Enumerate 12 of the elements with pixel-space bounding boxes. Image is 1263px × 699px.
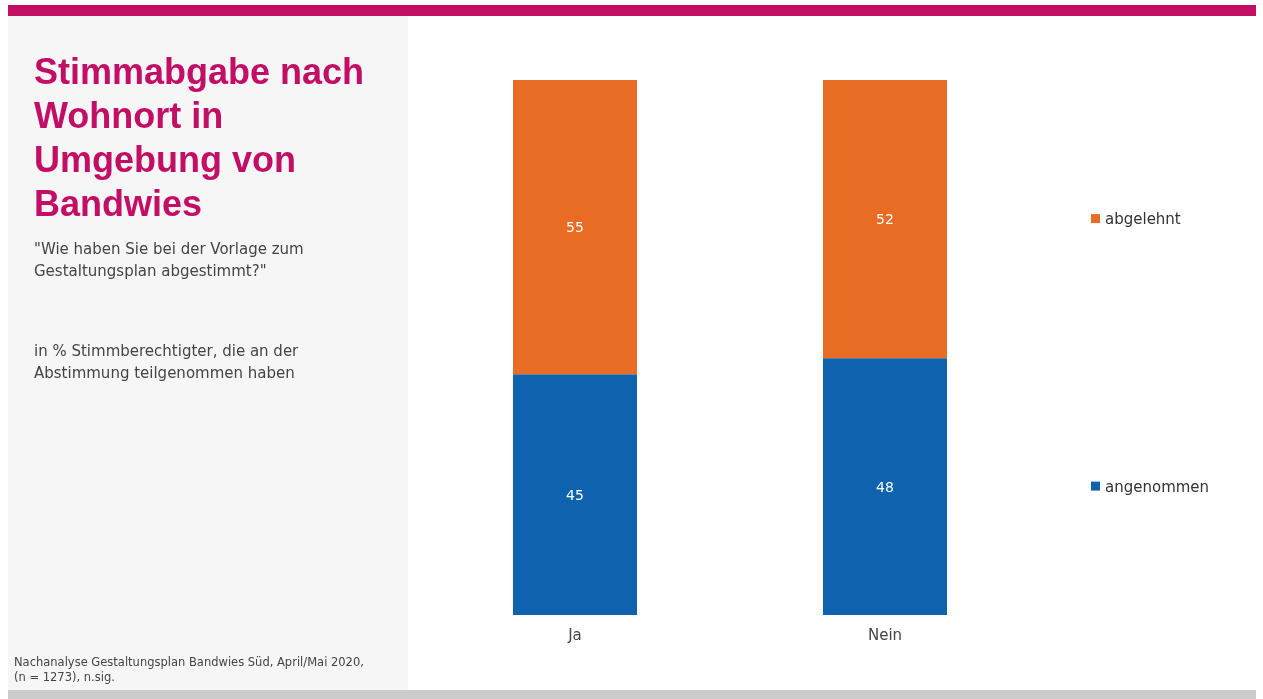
- text: Stimmabgabe nach Wohnort in Umgebung von Bandwies: [34, 50, 366, 226]
- text: "Wie haben Sie bei der Vorlage zum Gestaltungsplan abgestimmt?": [34, 239, 305, 282]
- data-label: 52: [876, 211, 894, 228]
- x-tick-label: Ja: [567, 625, 582, 644]
- text: in % Stimmberechtigter, die an der Abstimmung teilgenommen haben: [34, 341, 300, 384]
- legend-label: angenommen: [1105, 477, 1210, 496]
- data-label: 55: [566, 219, 584, 236]
- x-tick-label: Nein: [867, 625, 903, 644]
- legend-label: abgelehnt: [1105, 210, 1181, 229]
- data-label: 48: [876, 478, 894, 495]
- text: Nachanalyse Gestaltungsplan Bandwies Süd, April/Mai 2020, (n = 1273), n.sig.: [14, 655, 365, 685]
- data-label: 45: [566, 486, 584, 503]
